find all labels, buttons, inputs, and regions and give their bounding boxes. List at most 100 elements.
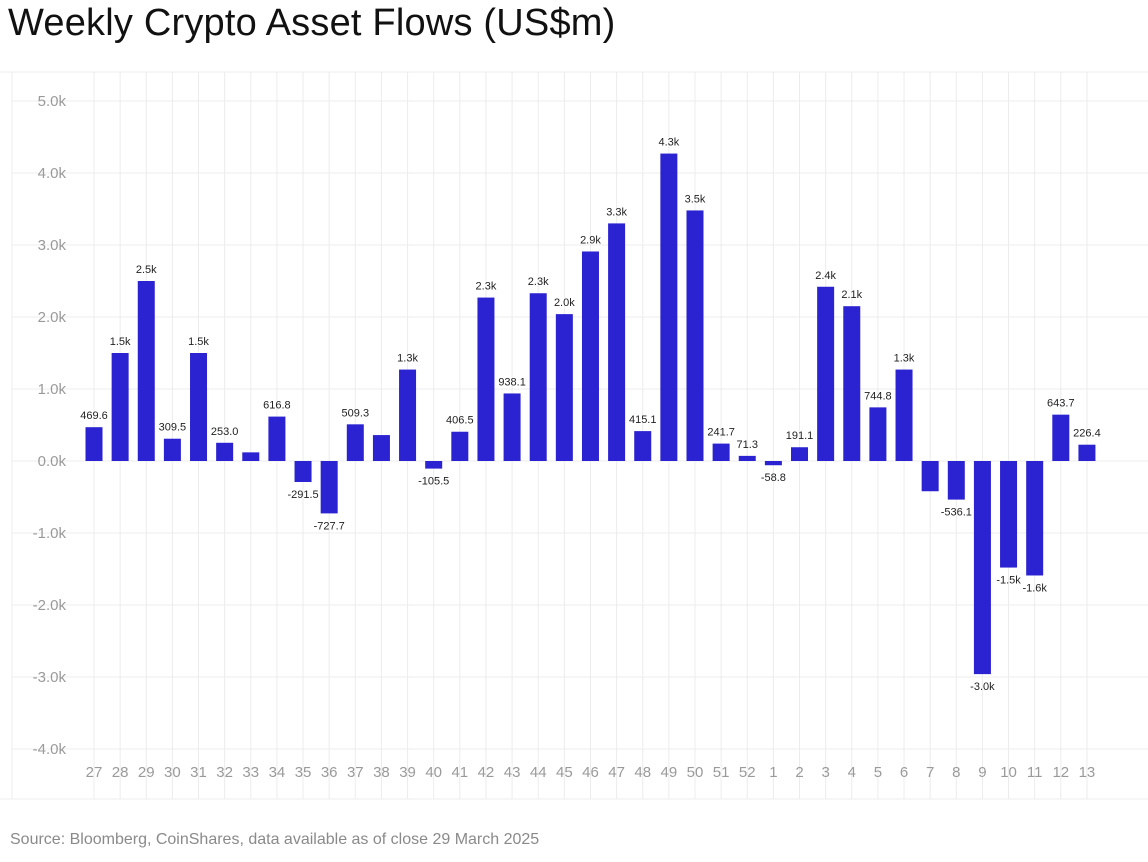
data-label-week-30: 309.5 [159, 422, 187, 434]
data-label-week-13: 226.4 [1073, 428, 1101, 440]
bar-week-2 [791, 447, 809, 461]
y-axis: 5.0k 4.0k 3.0k 2.0k 1.0k 0.0k -1.0k -2.0k -3.0k -… [33, 93, 67, 758]
bar-week-6 [895, 369, 913, 461]
x-tick-label: 50 [687, 764, 704, 781]
data-label-week-3: 2.4k [815, 270, 836, 282]
x-tick-label: 47 [608, 764, 625, 781]
data-label-week-31: 1.5k [188, 336, 209, 348]
y-tick-label: 0.0k [38, 453, 67, 470]
x-tick-label: 30 [164, 764, 181, 781]
data-label-week-2: 191.1 [786, 430, 814, 442]
x-tick-label: 29 [138, 764, 155, 781]
data-label-week-27: 469.6 [80, 410, 108, 422]
data-label-week-37: 509.3 [342, 407, 370, 419]
data-label-week-34: 616.8 [263, 400, 291, 412]
x-tick-label: 52 [739, 764, 756, 781]
data-label-week-10: -1.5k [996, 575, 1021, 587]
x-tick-label: 31 [190, 764, 207, 781]
data-label-week-4: 2.1k [841, 289, 862, 301]
bar-week-49 [660, 153, 678, 461]
data-label-week-45: 2.0k [554, 297, 575, 309]
bar-week-9 [973, 461, 991, 675]
data-label-week-9: -3.0k [970, 681, 995, 693]
x-tick-label: 7 [926, 764, 934, 781]
x-tick-label: 36 [321, 764, 338, 781]
data-label-week-44: 2.3k [528, 276, 549, 288]
data-label-week-11: -1.6k [1022, 582, 1047, 594]
x-tick-label: 5 [874, 764, 882, 781]
x-tick-label: 1 [769, 764, 777, 781]
data-label-week-29: 2.5k [136, 264, 157, 276]
bar-week-27 [85, 427, 103, 461]
bar-week-12 [1052, 414, 1070, 461]
x-tick-label: 4 [848, 764, 856, 781]
x-tick-label: 32 [216, 764, 233, 781]
bar-week-28 [111, 353, 129, 461]
bar-week-31 [190, 353, 208, 461]
data-label-week-35: -291.5 [287, 489, 318, 501]
x-tick-label: 9 [978, 764, 986, 781]
bar-week-13 [1078, 444, 1096, 461]
bar-week-44 [529, 293, 547, 461]
data-label-week-1: -58.8 [761, 472, 786, 484]
bar-week-37 [346, 424, 364, 461]
bar-week-3 [817, 286, 835, 461]
x-tick-label: 38 [373, 764, 390, 781]
data-label-week-39: 1.3k [397, 353, 418, 365]
x-axis: 27 28 29 30 31 32 33 34 35 36 37 38 39 40 41 42 43 44 45 46… [86, 764, 1096, 781]
y-tick-label: 1.0k [38, 381, 67, 398]
x-tick-label: 6 [900, 764, 908, 781]
x-tick-label: 28 [112, 764, 129, 781]
bar-week-52 [738, 455, 756, 461]
data-label-week-51: 241.7 [707, 427, 735, 439]
data-labels: 469.6 1.5k 2.5k 309.5 1.5k 253.0 616.8 -291.5 -7… [80, 137, 1100, 694]
bar-week-38 [372, 435, 390, 461]
bar-week-40 [425, 461, 443, 469]
bar-week-34 [268, 416, 286, 461]
bar-week-11 [1026, 461, 1044, 576]
bar-week-7 [921, 461, 939, 492]
bar-week-29 [137, 281, 155, 461]
y-tick-label: -2.0k [33, 597, 67, 614]
data-label-week-43: 938.1 [498, 376, 526, 388]
data-label-week-50: 3.5k [685, 193, 706, 205]
x-tick-label: 43 [504, 764, 521, 781]
x-tick-label: 37 [347, 764, 364, 781]
bar-week-32 [216, 442, 234, 461]
chart-title: Weekly Crypto Asset Flows (US$m) [8, 2, 616, 44]
y-tick-label: 2.0k [38, 309, 67, 326]
y-tick-label: -4.0k [33, 741, 67, 758]
x-tick-label: 33 [242, 764, 259, 781]
bar-week-36 [320, 461, 338, 514]
data-label-week-12: 643.7 [1047, 398, 1075, 410]
x-tick-label: 8 [952, 764, 960, 781]
bar-week-41 [451, 431, 469, 461]
bar-week-51 [712, 443, 730, 461]
bar-week-8 [947, 461, 965, 500]
y-tick-label: 4.0k [38, 165, 67, 182]
bar-week-1 [764, 461, 782, 466]
data-label-week-36: -727.7 [314, 520, 345, 532]
x-tick-label: 2 [795, 764, 803, 781]
x-tick-label: 51 [713, 764, 730, 781]
x-tick-label: 41 [451, 764, 468, 781]
bar-week-43 [503, 393, 521, 461]
bar-week-35 [294, 461, 312, 482]
data-label-week-42: 2.3k [476, 281, 497, 293]
bar-week-47 [608, 223, 626, 461]
bar-week-30 [163, 438, 181, 461]
x-tick-label: 40 [425, 764, 442, 781]
bar-week-48 [634, 431, 652, 461]
x-tick-label: 10 [1000, 764, 1017, 781]
bar-week-4 [843, 306, 861, 461]
source-note: Source: Bloomberg, CoinShares, data avai… [10, 831, 540, 848]
data-label-week-8: -536.1 [941, 507, 972, 519]
bar-week-50 [686, 210, 704, 461]
bar-week-5 [869, 407, 887, 461]
data-label-week-32: 253.0 [211, 426, 239, 438]
bar-week-45 [555, 314, 573, 461]
x-tick-label: 44 [530, 764, 547, 781]
data-label-week-5: 744.8 [864, 390, 892, 402]
x-tick-label: 42 [478, 764, 495, 781]
